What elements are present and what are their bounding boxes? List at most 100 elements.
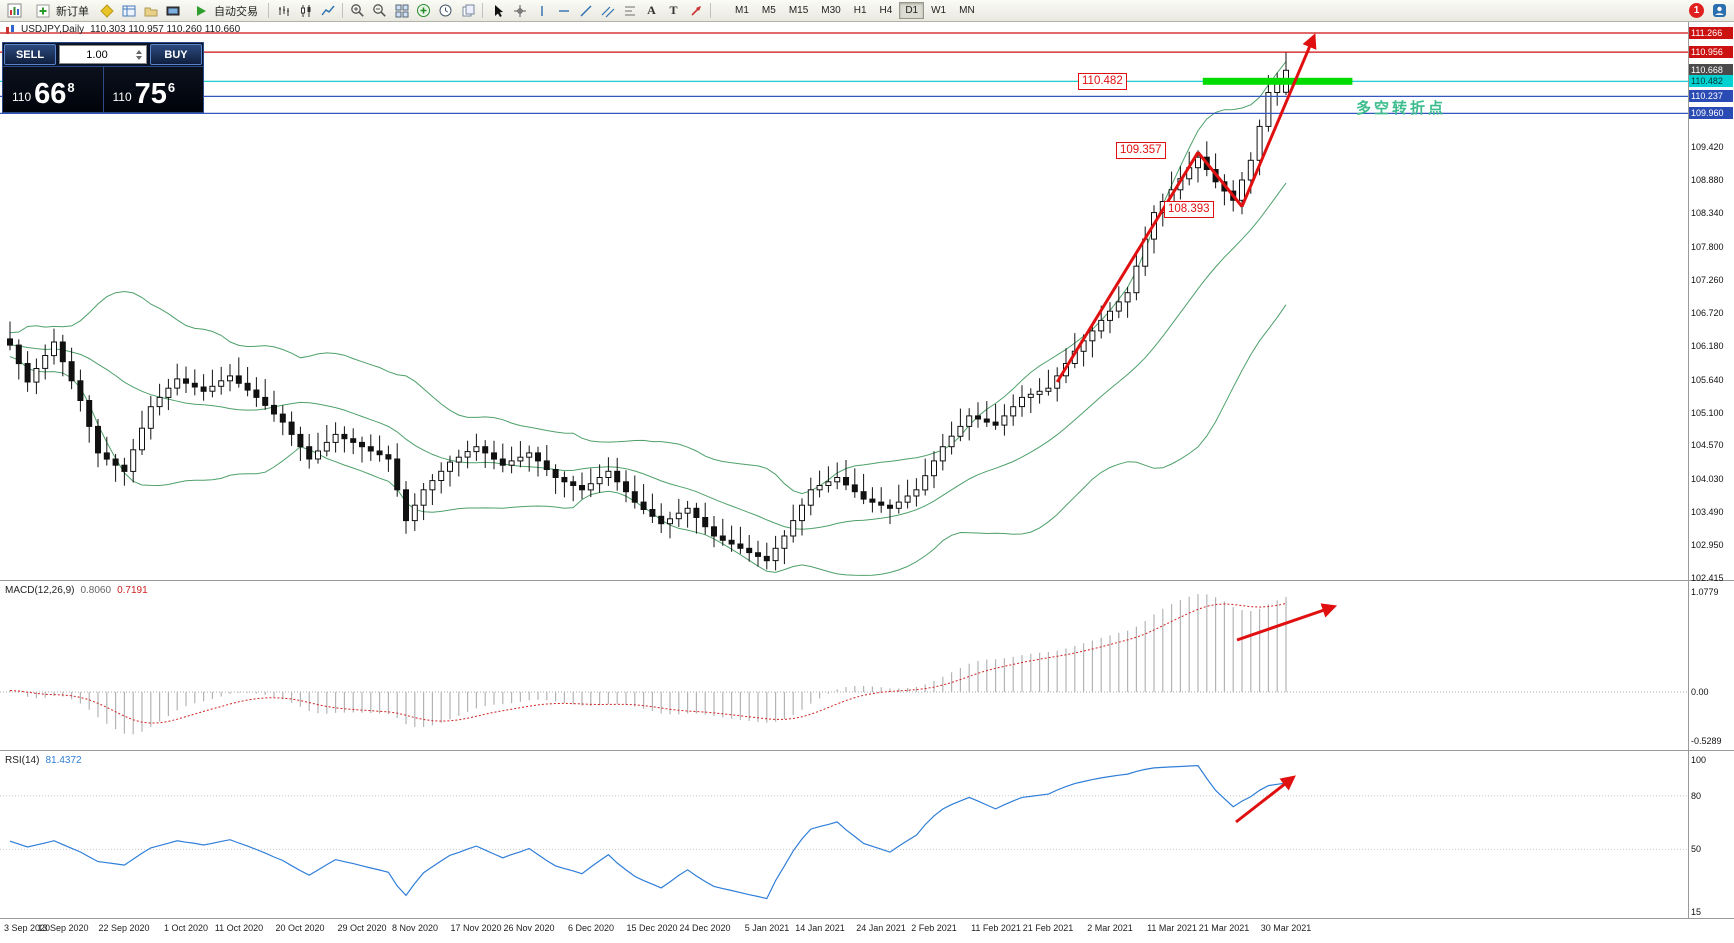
zoom-out-icon[interactable] (369, 2, 390, 20)
bar-chart-icon[interactable] (273, 2, 294, 20)
timeframe-mn[interactable]: MN (953, 2, 981, 19)
price-annotation-110482[interactable]: 110.482 (1078, 73, 1127, 90)
periods-icon[interactable] (435, 2, 456, 20)
vertical-line-icon[interactable] (531, 2, 552, 20)
indicators-icon[interactable] (413, 2, 434, 20)
new-order-button[interactable]: 新订单 (26, 2, 95, 20)
date-axis-label: 3 Sep 2020 (3, 923, 51, 933)
timeframe-m5[interactable]: M5 (756, 2, 782, 19)
candle (1098, 319, 1105, 332)
fibonacci-icon[interactable] (619, 2, 640, 20)
trend-arrow[interactable] (1196, 151, 1244, 208)
timeframe-w1[interactable]: W1 (925, 2, 952, 19)
toolbar: 新订单 自动交易 A T M1 M5 M15 M30 H1 H4 D1 W1 MN (0, 0, 1734, 22)
zoom-in-icon[interactable] (347, 2, 368, 20)
notification-badge[interactable]: 1 (1689, 3, 1704, 18)
label-icon[interactable]: T (669, 3, 678, 17)
candle (403, 489, 409, 522)
navigator-icon[interactable] (140, 2, 161, 20)
autotrading-button[interactable]: 自动交易 (184, 2, 264, 20)
arrows-icon[interactable] (685, 2, 706, 20)
timeframe-m30[interactable]: M30 (815, 2, 846, 19)
candle (825, 481, 832, 486)
volume-down-icon (136, 55, 142, 60)
templates-icon[interactable] (457, 2, 478, 20)
sell-button[interactable]: SELL (4, 44, 56, 65)
market-watch-icon[interactable] (118, 2, 139, 20)
candle (288, 421, 295, 435)
candle (816, 485, 823, 491)
volume-value[interactable]: 1.00 (86, 48, 108, 61)
candle (376, 450, 383, 456)
rsi-indicator-label: RSI(14) 81.4372 (5, 755, 82, 766)
date-axis-label: 2 Mar 2021 (1087, 923, 1133, 933)
candle (156, 396, 163, 408)
price-axis[interactable]: 111.266 110.956 110.668 110.482 110.237 109.9… (1689, 0, 1734, 943)
buy-price-handle: 110 (112, 90, 132, 104)
cursor-icon[interactable] (487, 2, 508, 20)
candle (499, 458, 506, 466)
trend-arrow[interactable] (1055, 151, 1200, 383)
macd-pane[interactable] (0, 594, 1688, 735)
candle (640, 501, 647, 511)
tile-windows-icon[interactable] (391, 2, 412, 20)
candle (878, 501, 885, 506)
toolbar-separator (268, 3, 269, 18)
community-icon[interactable] (1709, 2, 1730, 20)
date-axis-label: 2 Feb 2021 (911, 923, 957, 933)
buy-price-display[interactable]: 110 75 6 (102, 67, 204, 112)
date-axis-label: 5 Jan 2021 (744, 923, 790, 933)
horizontal-line-icon[interactable] (553, 2, 574, 20)
candle (702, 517, 709, 528)
date-axis[interactable]: 3 Sep 2020 13 Sep 2020 22 Sep 2020 1 Oct 20… (0, 919, 1689, 941)
volume-arrows[interactable] (134, 49, 146, 60)
candle (1089, 330, 1096, 342)
candle (746, 547, 753, 554)
rsi-pane[interactable] (0, 764, 1688, 900)
one-click-trading-panel: SELL 1.00 BUY 110 66 8 110 75 6 (2, 42, 204, 113)
turning-point-label[interactable]: 多空转折点 (1356, 100, 1447, 117)
terminal-icon[interactable] (162, 2, 183, 20)
date-axis-label: 29 Oct 2020 (337, 923, 387, 933)
new-order-label: 新订单 (56, 5, 89, 18)
timeframe-m15[interactable]: M15 (783, 2, 814, 19)
support-zone-bar[interactable] (1202, 77, 1353, 85)
trade-panel-prices: 110 66 8 110 75 6 (3, 67, 203, 112)
candle (631, 491, 638, 503)
metaeditor-icon[interactable] (96, 2, 117, 20)
price-tag: 110.237 (1689, 90, 1733, 102)
macd-signal-line (9, 603, 1287, 724)
channel-icon[interactable] (597, 2, 618, 20)
text-icon[interactable]: A (647, 3, 656, 17)
buy-button[interactable]: BUY (150, 44, 202, 65)
timeframe-m1[interactable]: M1 (729, 2, 755, 19)
line-chart-icon[interactable] (317, 2, 338, 20)
timeframe-d1[interactable]: D1 (899, 2, 925, 19)
date-axis-label: 22 Sep 2020 (98, 923, 150, 933)
price-annotation-108393[interactable]: 108.393 (1164, 201, 1214, 218)
crosshair-icon[interactable] (509, 2, 530, 20)
candle (1256, 125, 1263, 161)
toolbar-separator (342, 3, 343, 18)
new-chart-icon[interactable] (4, 2, 25, 20)
price-axis-label: 103.490 (1691, 507, 1724, 517)
trend-arrow[interactable] (1240, 33, 1317, 208)
candle (508, 460, 515, 466)
candle (42, 355, 49, 369)
timeframe-h1[interactable]: H1 (848, 2, 873, 19)
sell-price-big: 66 (34, 78, 67, 111)
price-annotation-109357[interactable]: 109.357 (1116, 142, 1166, 159)
price-pane[interactable] (0, 32, 1688, 576)
candle (587, 483, 594, 491)
candle (218, 380, 225, 387)
trendline-icon[interactable] (575, 2, 596, 20)
sell-price-display[interactable]: 110 66 8 (3, 67, 103, 112)
candle (1107, 310, 1113, 321)
toolbar-separator (482, 3, 483, 18)
macd-trend-arrow (1236, 603, 1338, 642)
timeframe-h4[interactable]: H4 (874, 2, 899, 19)
buy-price-big: 75 (134, 78, 167, 111)
volume-stepper[interactable]: 1.00 (59, 45, 147, 64)
candlestick-icon[interactable] (295, 2, 316, 20)
